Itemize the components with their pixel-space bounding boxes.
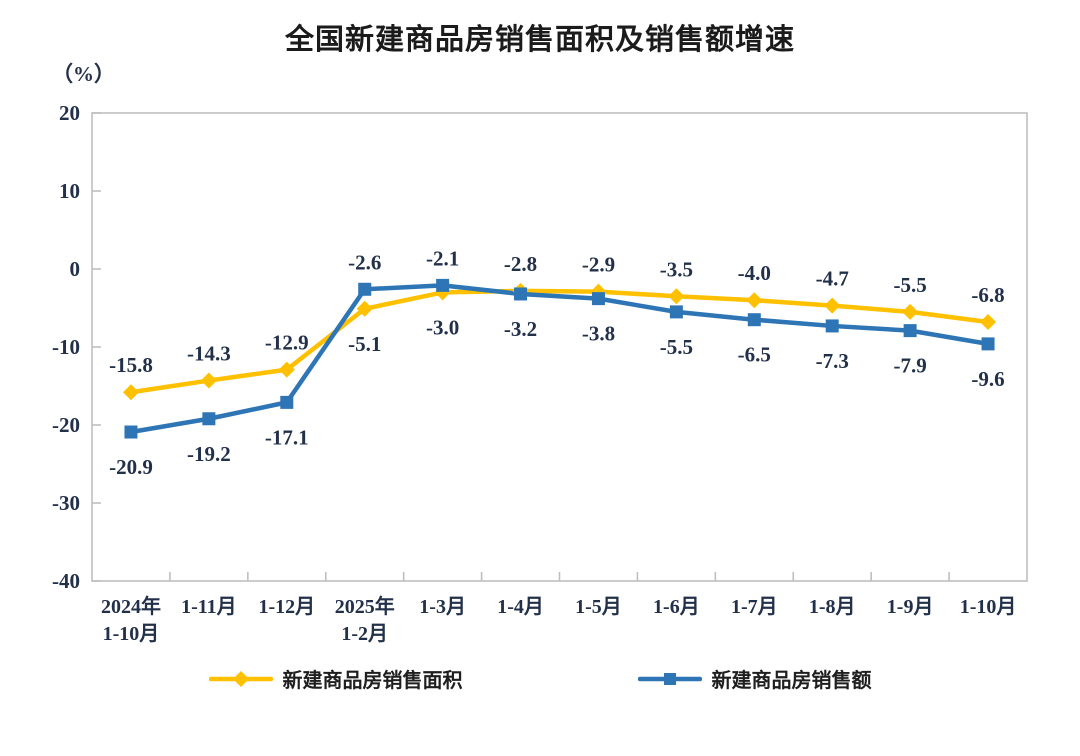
y-axis: 20 10 0 -10 -20 -30 -40 <box>52 101 101 593</box>
series-sales-area-line <box>128 288 991 395</box>
marker-diamond-icon <box>200 372 217 389</box>
marker-diamond-icon <box>902 303 919 320</box>
marker-square-icon <box>591 292 605 306</box>
data-label-sales-area: -14.3 <box>187 342 231 366</box>
marker-diamond-icon <box>746 292 763 309</box>
x-tick-label: 1-5月 <box>575 596 622 618</box>
data-label-sales-amount: -7.3 <box>816 349 849 373</box>
marker-square-icon <box>669 305 683 319</box>
y-tick-label: 0 <box>70 257 81 281</box>
y-tick-label: 10 <box>59 179 80 203</box>
x-axis: 2024年 1-10月 1-11月 1-12月 2025年 1-2月 1-3月 1-4月 1-5… <box>101 572 1016 645</box>
x-tick-label: 1-8月 <box>809 596 856 618</box>
marker-square-icon <box>202 412 216 426</box>
marker-diamond-icon <box>122 384 139 401</box>
data-label-sales-area: -4.0 <box>738 261 771 285</box>
marker-square-icon <box>280 395 294 409</box>
series-sales-area-markers <box>122 282 997 401</box>
data-label-sales-area: -6.8 <box>971 283 1004 307</box>
marker-diamond-icon <box>824 297 841 314</box>
data-label-sales-amount: -7.9 <box>894 354 927 378</box>
legend-item-sales-amount: 新建商品房销售额 <box>637 664 872 693</box>
data-label-sales-area: -5.1 <box>348 332 381 356</box>
marker-diamond-icon <box>278 361 295 378</box>
marker-diamond-icon <box>980 314 997 331</box>
legend-item-sales-area: 新建商品房销售面积 <box>208 664 463 693</box>
legend-label-sales-area: 新建商品房销售面积 <box>282 670 463 692</box>
x-tick-label: 1-9月 <box>887 596 934 618</box>
data-label-sales-area: -5.5 <box>894 273 927 297</box>
y-tick-label: 20 <box>59 101 80 125</box>
y-tick-label: -40 <box>52 569 80 593</box>
x-tick-label: 1-12月 <box>258 596 315 618</box>
data-label-sales-area: -12.9 <box>265 331 309 355</box>
marker-square-icon <box>514 287 528 301</box>
x-tick-label: 2024年 1-10月 <box>101 594 161 645</box>
data-label-sales-area: -3.0 <box>426 315 459 339</box>
legend-swatch-sales-amount-icon <box>637 672 702 685</box>
marker-diamond-icon <box>668 288 685 305</box>
marker-square-icon <box>747 313 761 327</box>
x-tick-label: 2025年 1-2月 <box>335 594 395 645</box>
marker-square-icon <box>981 337 995 351</box>
data-label-sales-area: -2.8 <box>504 252 537 276</box>
legend-label-sales-amount: 新建商品房销售额 <box>711 670 872 692</box>
marker-square-icon <box>825 319 839 333</box>
y-tick-label: -30 <box>52 491 80 515</box>
data-label-sales-area: -3.5 <box>660 257 693 281</box>
data-label-sales-area: -4.7 <box>816 267 849 291</box>
data-label-sales-amount: -3.2 <box>504 317 537 341</box>
data-label-sales-amount: -6.5 <box>738 343 771 367</box>
x-tick-label: 1-11月 <box>181 596 237 618</box>
series-sales-amount-markers <box>124 278 995 439</box>
x-tick-label: 1-7月 <box>731 596 778 618</box>
marker-diamond-icon <box>356 300 373 317</box>
data-label-sales-amount: -3.8 <box>582 322 615 346</box>
legend-swatch-sales-area-icon <box>208 670 273 687</box>
x-tick-label: 1-10月 <box>960 596 1017 618</box>
marker-square-icon <box>903 324 917 338</box>
data-label-sales-amount: -19.2 <box>187 442 231 466</box>
series-sales-amount-line <box>128 283 991 435</box>
marker-square-icon <box>436 278 450 292</box>
data-labels: -15.8 -20.9 -14.3 -19.2 -12.9 -17.1 -5.1 -2.6 -3… <box>109 246 1005 479</box>
chart-title: 全国新建商品房销售面积及销售额增速 <box>284 24 795 56</box>
data-label-sales-amount: -2.6 <box>348 250 381 274</box>
data-label-sales-amount: -20.9 <box>109 455 153 479</box>
data-label-sales-area: -2.9 <box>582 253 615 277</box>
y-tick-label: -20 <box>52 413 80 437</box>
y-tick-label: -10 <box>52 335 80 359</box>
x-tick-label: 1-6月 <box>653 596 700 618</box>
y-axis-unit-label: （%） <box>52 62 115 86</box>
x-tick-label: 1-4月 <box>497 596 544 618</box>
marker-square-icon <box>358 282 372 296</box>
chart-legend: 新建商品房销售面积 新建商品房销售额 <box>0 664 1080 693</box>
data-label-sales-amount: -17.1 <box>265 425 309 449</box>
marker-square-icon <box>124 425 138 439</box>
data-label-sales-amount: -5.5 <box>660 335 693 359</box>
plot-border <box>91 112 1028 582</box>
data-label-sales-amount: -2.1 <box>426 246 459 270</box>
x-tick-label: 1-3月 <box>419 596 466 618</box>
data-label-sales-area: -15.8 <box>109 353 153 377</box>
data-label-sales-amount: -9.6 <box>971 367 1004 391</box>
